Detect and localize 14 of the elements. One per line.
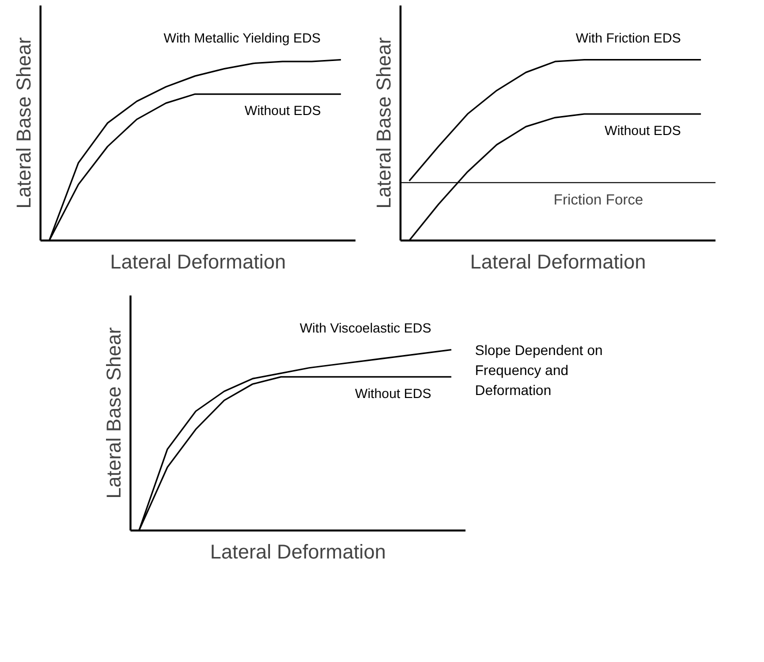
series-label: With Metallic Yielding EDS bbox=[164, 30, 321, 46]
ref-line-label: Friction Force bbox=[554, 192, 644, 209]
series-label: Without EDS bbox=[355, 386, 432, 401]
y-axis-title: Lateral Base Shear bbox=[374, 37, 396, 209]
series-label: Without EDS bbox=[604, 122, 682, 138]
y-axis-title: Lateral Base Shear bbox=[14, 37, 36, 209]
x-axis-title: Lateral Deformation bbox=[470, 252, 646, 274]
series-label: Without EDS bbox=[244, 103, 322, 118]
x-axis-title: Lateral Deformation bbox=[210, 542, 386, 564]
y-axis-title: Lateral Base Shear bbox=[104, 327, 126, 499]
x-axis-title: Lateral Deformation bbox=[110, 252, 286, 274]
text: Slope Dependent on Frequency and Deformation bbox=[475, 341, 604, 400]
series-label: With Viscoelastic EDS bbox=[300, 320, 432, 336]
series-label: With Friction EDS bbox=[576, 30, 682, 46]
